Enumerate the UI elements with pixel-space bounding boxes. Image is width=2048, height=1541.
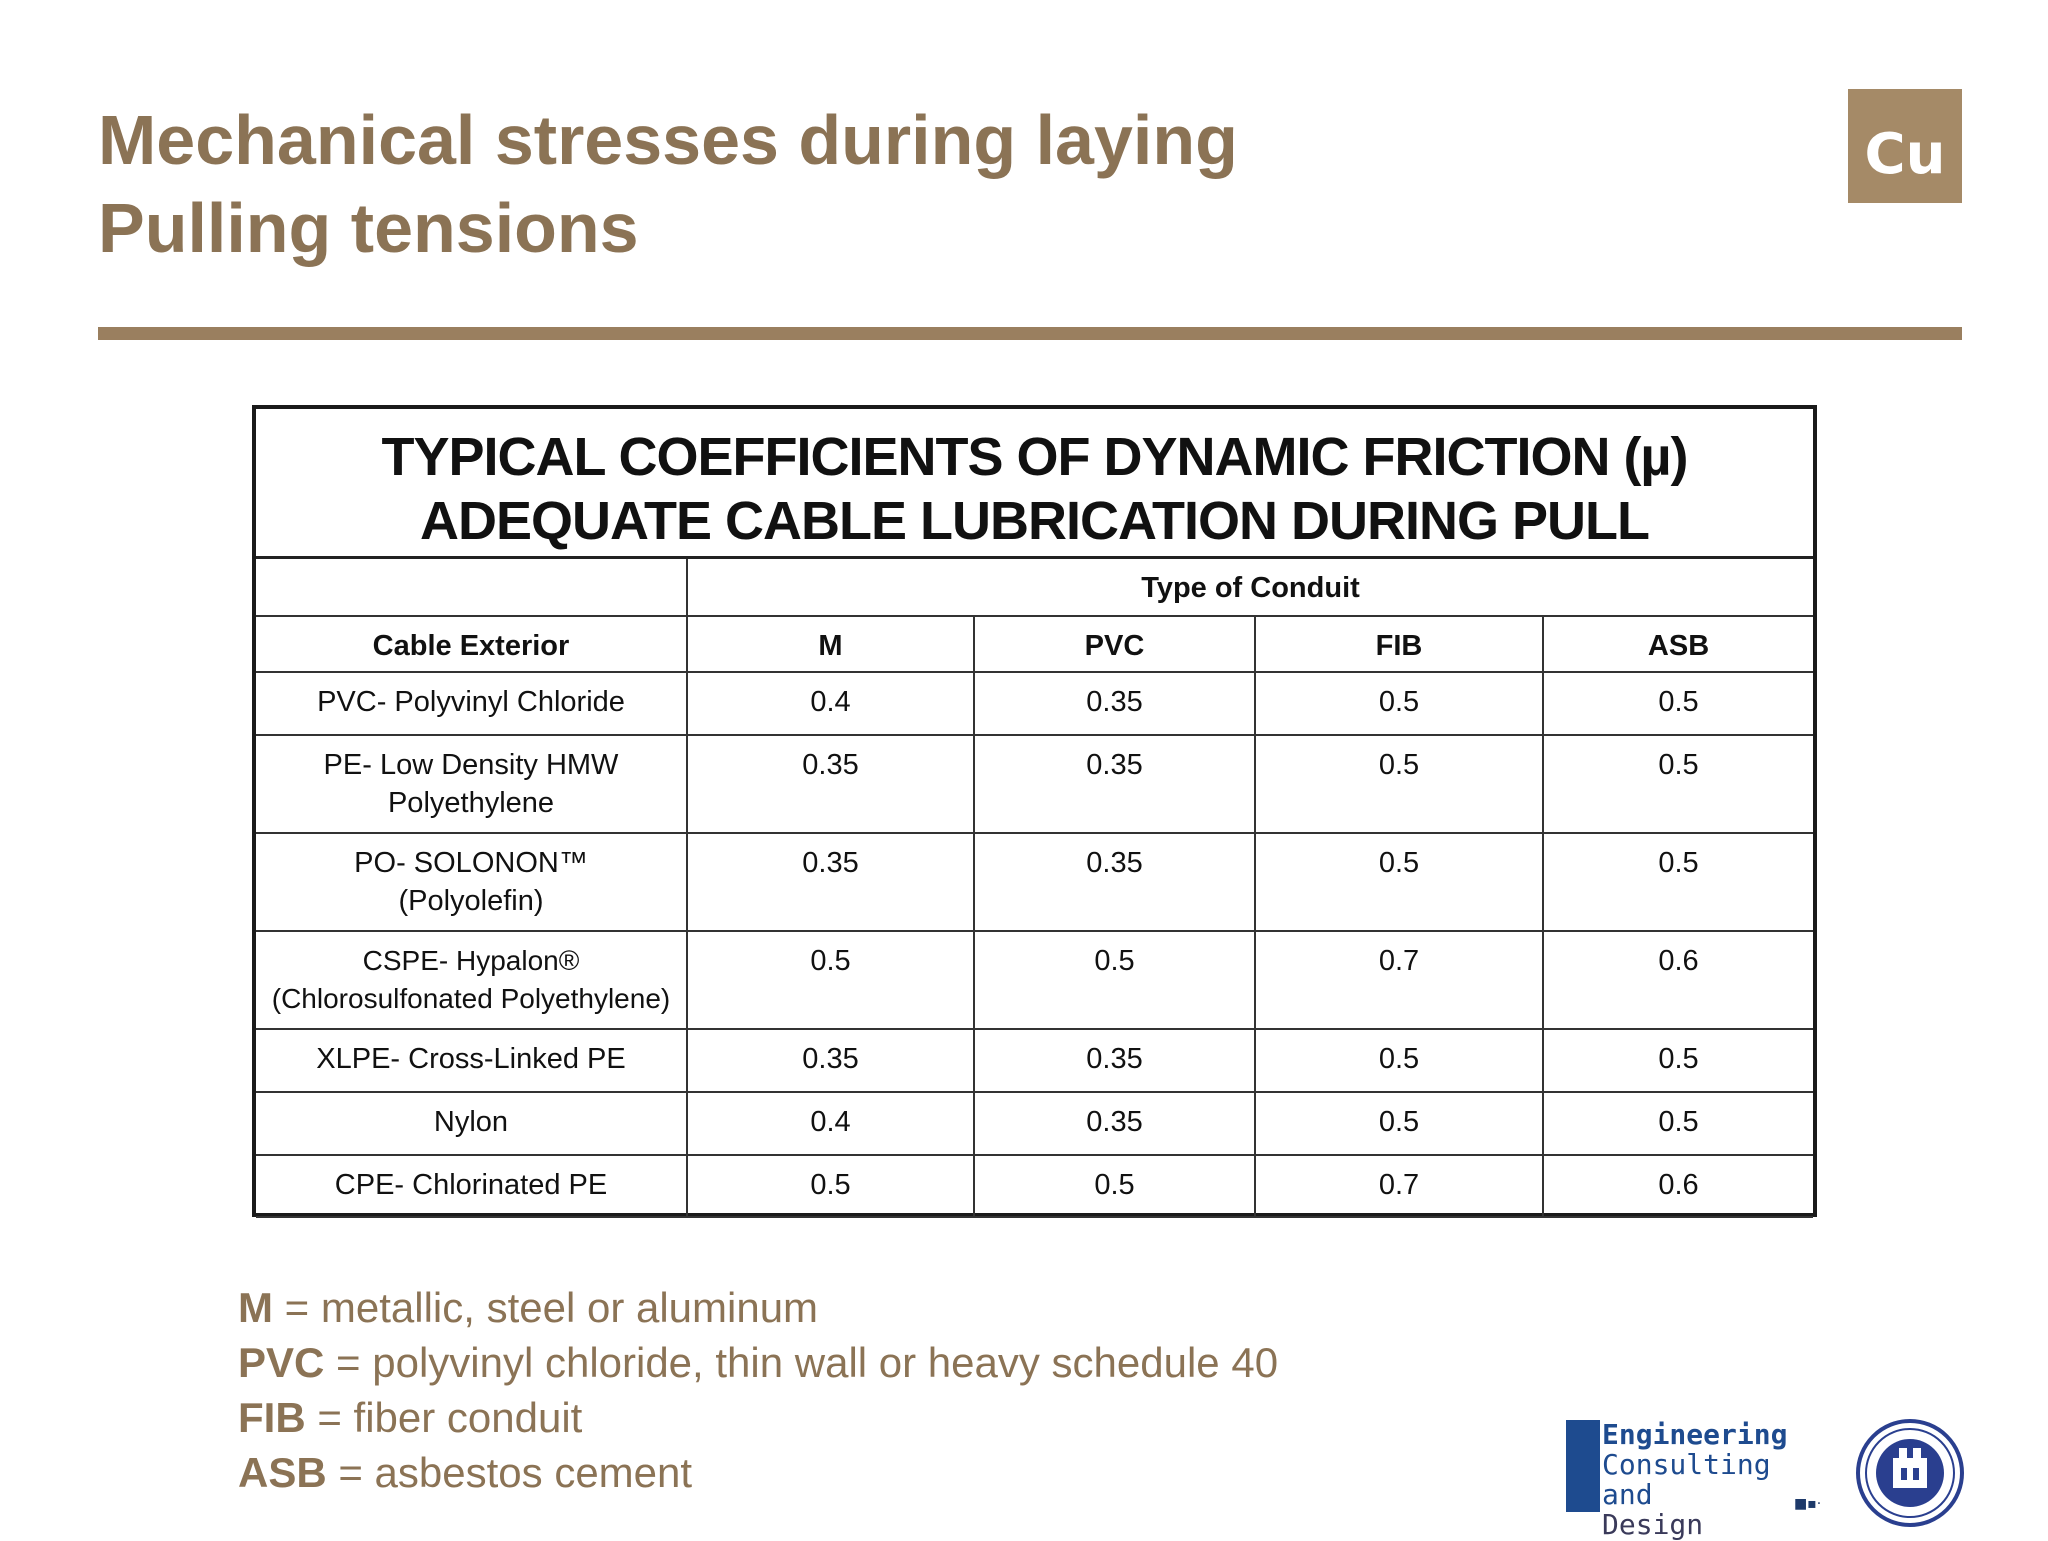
legend-text: = polyvinyl chloride, thin wall or heavy… [324,1339,1279,1386]
type-of-conduit-header: Type of Conduit [685,559,1814,617]
table-heading: TYPICAL COEFFICIENTS OF DYNAMIC FRICTION… [256,409,1813,559]
legend-item-m: M = metallic, steel or aluminum [238,1280,1278,1335]
cable-exterior-cell: CPE- Chlorinated PE [256,1154,688,1218]
legend-text: = fiber conduit [305,1394,583,1441]
value-cell-fib: 0.5 [1254,832,1544,932]
legend-text: = asbestos cement [326,1449,693,1496]
legend-item-fib: FIB = fiber conduit [238,1390,1278,1445]
blank-header-cell [256,559,688,617]
col-header-cable-exterior: Cable Exterior [256,615,688,673]
value-cell-asb: 0.5 [1541,1091,1814,1156]
value-cell-asb: 0.5 [1541,734,1814,834]
col-header-asb: ASB [1541,615,1814,673]
cable-exterior-text: CPE- Chlorinated PE [334,1169,608,1201]
legend-item-pvc: PVC = polyvinyl chloride, thin wall or h… [238,1335,1278,1390]
cable-exterior-text: (Polyolefin) [398,885,544,917]
legend-abbr: FIB [238,1394,306,1441]
value-cell-m: 0.4 [686,671,975,736]
value-cell-asb: 0.5 [1541,671,1814,736]
title-divider [98,327,1962,340]
value-cell-asb: 0.5 [1541,832,1814,932]
ecd-logo-text: Engineering Consulting and Design [1602,1420,1818,1540]
legend-abbr: M [238,1284,273,1331]
title-line-1: Mechanical stresses during laying [98,101,1238,179]
title-line-2: Pulling tensions [98,189,639,267]
value-cell-m: 0.35 [686,1028,975,1093]
legend-abbr: PVC [238,1339,325,1386]
table-row-cpe: CPE- Chlorinated PE 0.5 0.5 0.7 0.6 [256,1154,1814,1218]
cable-exterior-cell: PO- SOLONON™ (Polyolefin) [256,832,688,932]
table-heading-line-2: ADEQUATE CABLE LUBRICATION DURING PULL [420,491,1650,551]
table-row-pe: PE- Low Density HMW Polyethylene 0.35 0.3… [256,734,1814,834]
cable-exterior-text: PE- Low Density HMW [323,749,619,781]
cable-exterior-text: Polyethylene [387,787,555,819]
col-header-pvc: PVC [973,615,1256,673]
table-row-cspe: CSPE- Hypalon® (Chlorosulfonated Polyethy… [256,930,1814,1030]
column-header-row: Cable Exterior M PVC FIB ASB [256,615,1814,673]
value-cell-m: 0.5 [686,930,975,1030]
value-cell-asb: 0.5 [1541,1028,1814,1093]
value-cell-pvc: 0.5 [973,930,1256,1030]
value-cell-fib: 0.5 [1254,671,1544,736]
slide-title: Mechanical stresses during laying Pullin… [98,96,1238,272]
ecd-logo-line: Engineering [1602,1418,1788,1451]
value-cell-fib: 0.7 [1254,930,1544,1030]
value-cell-pvc: 0.35 [973,832,1256,932]
conduit-legend: M = metallic, steel or aluminum PVC = po… [238,1280,1278,1500]
cu-logo-text: Cu [1864,122,1946,187]
cu-logo: Cu [1848,89,1962,203]
value-cell-asb: 0.6 [1541,1154,1814,1218]
ecd-logo-dots: ■▪· [1794,1496,1822,1512]
cable-exterior-text: PO- SOLONON™ [354,847,588,879]
ecd-logo-line: Design [1602,1508,1704,1541]
value-cell-m: 0.35 [686,734,975,834]
friction-grid: Type of Conduit Cable Exterior M PVC FIB… [256,559,1814,1218]
value-cell-fib: 0.5 [1254,1028,1544,1093]
table-row-nylon: Nylon 0.4 0.35 0.5 0.5 [256,1091,1814,1156]
value-cell-fib: 0.5 [1254,1091,1544,1156]
value-cell-fib: 0.7 [1254,1154,1544,1218]
legend-item-asb: ASB = asbestos cement [238,1445,1278,1500]
table-row-po: PO- SOLONON™ (Polyolefin) 0.35 0.35 0.5 0… [256,832,1814,932]
ecd-logo-bar [1566,1420,1600,1512]
cable-exterior-cell: Nylon [256,1091,688,1156]
cable-exterior-text: PVC- Polyvinyl Chloride [317,686,625,718]
cable-exterior-cell: PVC- Polyvinyl Chloride [256,671,688,736]
cable-exterior-cell: XLPE- Cross-Linked PE [256,1028,688,1093]
friction-table: TYPICAL COEFFICIENTS OF DYNAMIC FRICTION… [252,405,1817,1218]
cable-exterior-cell: PE- Low Density HMW Polyethylene [256,734,688,834]
value-cell-fib: 0.5 [1254,734,1544,834]
table-row-pvc: PVC- Polyvinyl Chloride 0.4 0.35 0.5 0.5 [256,671,1814,736]
value-cell-pvc: 0.35 [973,671,1256,736]
legend-text: = metallic, steel or aluminum [273,1284,819,1331]
ecd-logo-line: Consulting and [1602,1448,1771,1511]
university-seal-icon [1856,1419,1964,1527]
cable-exterior-cell: CSPE- Hypalon® (Chlorosulfonated Polyethy… [256,930,688,1030]
cable-exterior-text: XLPE- Cross-Linked PE [316,1043,626,1075]
col-header-m: M [686,615,975,673]
conduit-header-row: Type of Conduit [256,559,1814,617]
value-cell-pvc: 0.35 [973,1091,1256,1156]
legend-abbr: ASB [238,1449,327,1496]
cable-exterior-text: CSPE- Hypalon® [362,945,580,976]
value-cell-pvc: 0.5 [973,1154,1256,1218]
table-heading-line-1: TYPICAL COEFFICIENTS OF DYNAMIC FRICTION… [381,427,1688,487]
value-cell-m: 0.35 [686,832,975,932]
value-cell-m: 0.5 [686,1154,975,1218]
value-cell-pvc: 0.35 [973,734,1256,834]
cable-exterior-text: (Chlorosulfonated Polyethylene) [271,983,671,1014]
value-cell-pvc: 0.35 [973,1028,1256,1093]
value-cell-m: 0.4 [686,1091,975,1156]
cable-exterior-text: Nylon [433,1106,509,1138]
value-cell-asb: 0.6 [1541,930,1814,1030]
ecd-logo: Engineering Consulting and Design ■▪· [1566,1420,1822,1540]
table-row-xlpe: XLPE- Cross-Linked PE 0.35 0.35 0.5 0.5 [256,1028,1814,1093]
col-header-fib: FIB [1254,615,1544,673]
